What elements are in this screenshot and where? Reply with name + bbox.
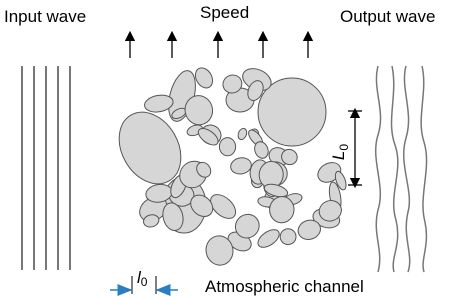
eddy	[255, 226, 282, 251]
inner-scale-label: l0	[137, 268, 148, 289]
output-label: Output wave	[340, 7, 435, 26]
diagram: Input wave Speed Output wave L0	[0, 0, 454, 297]
input-wavefronts	[22, 66, 70, 270]
channel-label: Atmospheric channel	[205, 277, 364, 296]
outer-scale-label: L0	[329, 144, 351, 160]
eddy	[279, 227, 298, 246]
eddy	[219, 137, 236, 156]
speed-arrows	[130, 36, 308, 58]
outer-scale-symbol: L	[329, 151, 348, 160]
outer-scale-subscript: 0	[337, 144, 351, 151]
turbulent-eddies	[107, 64, 348, 267]
eddy	[237, 127, 249, 141]
inner-scale-subscript: 0	[141, 275, 148, 289]
output-wavefronts	[376, 66, 427, 272]
speed-label: Speed	[200, 3, 249, 22]
eddy	[229, 156, 252, 176]
input-label: Input wave	[4, 7, 86, 26]
